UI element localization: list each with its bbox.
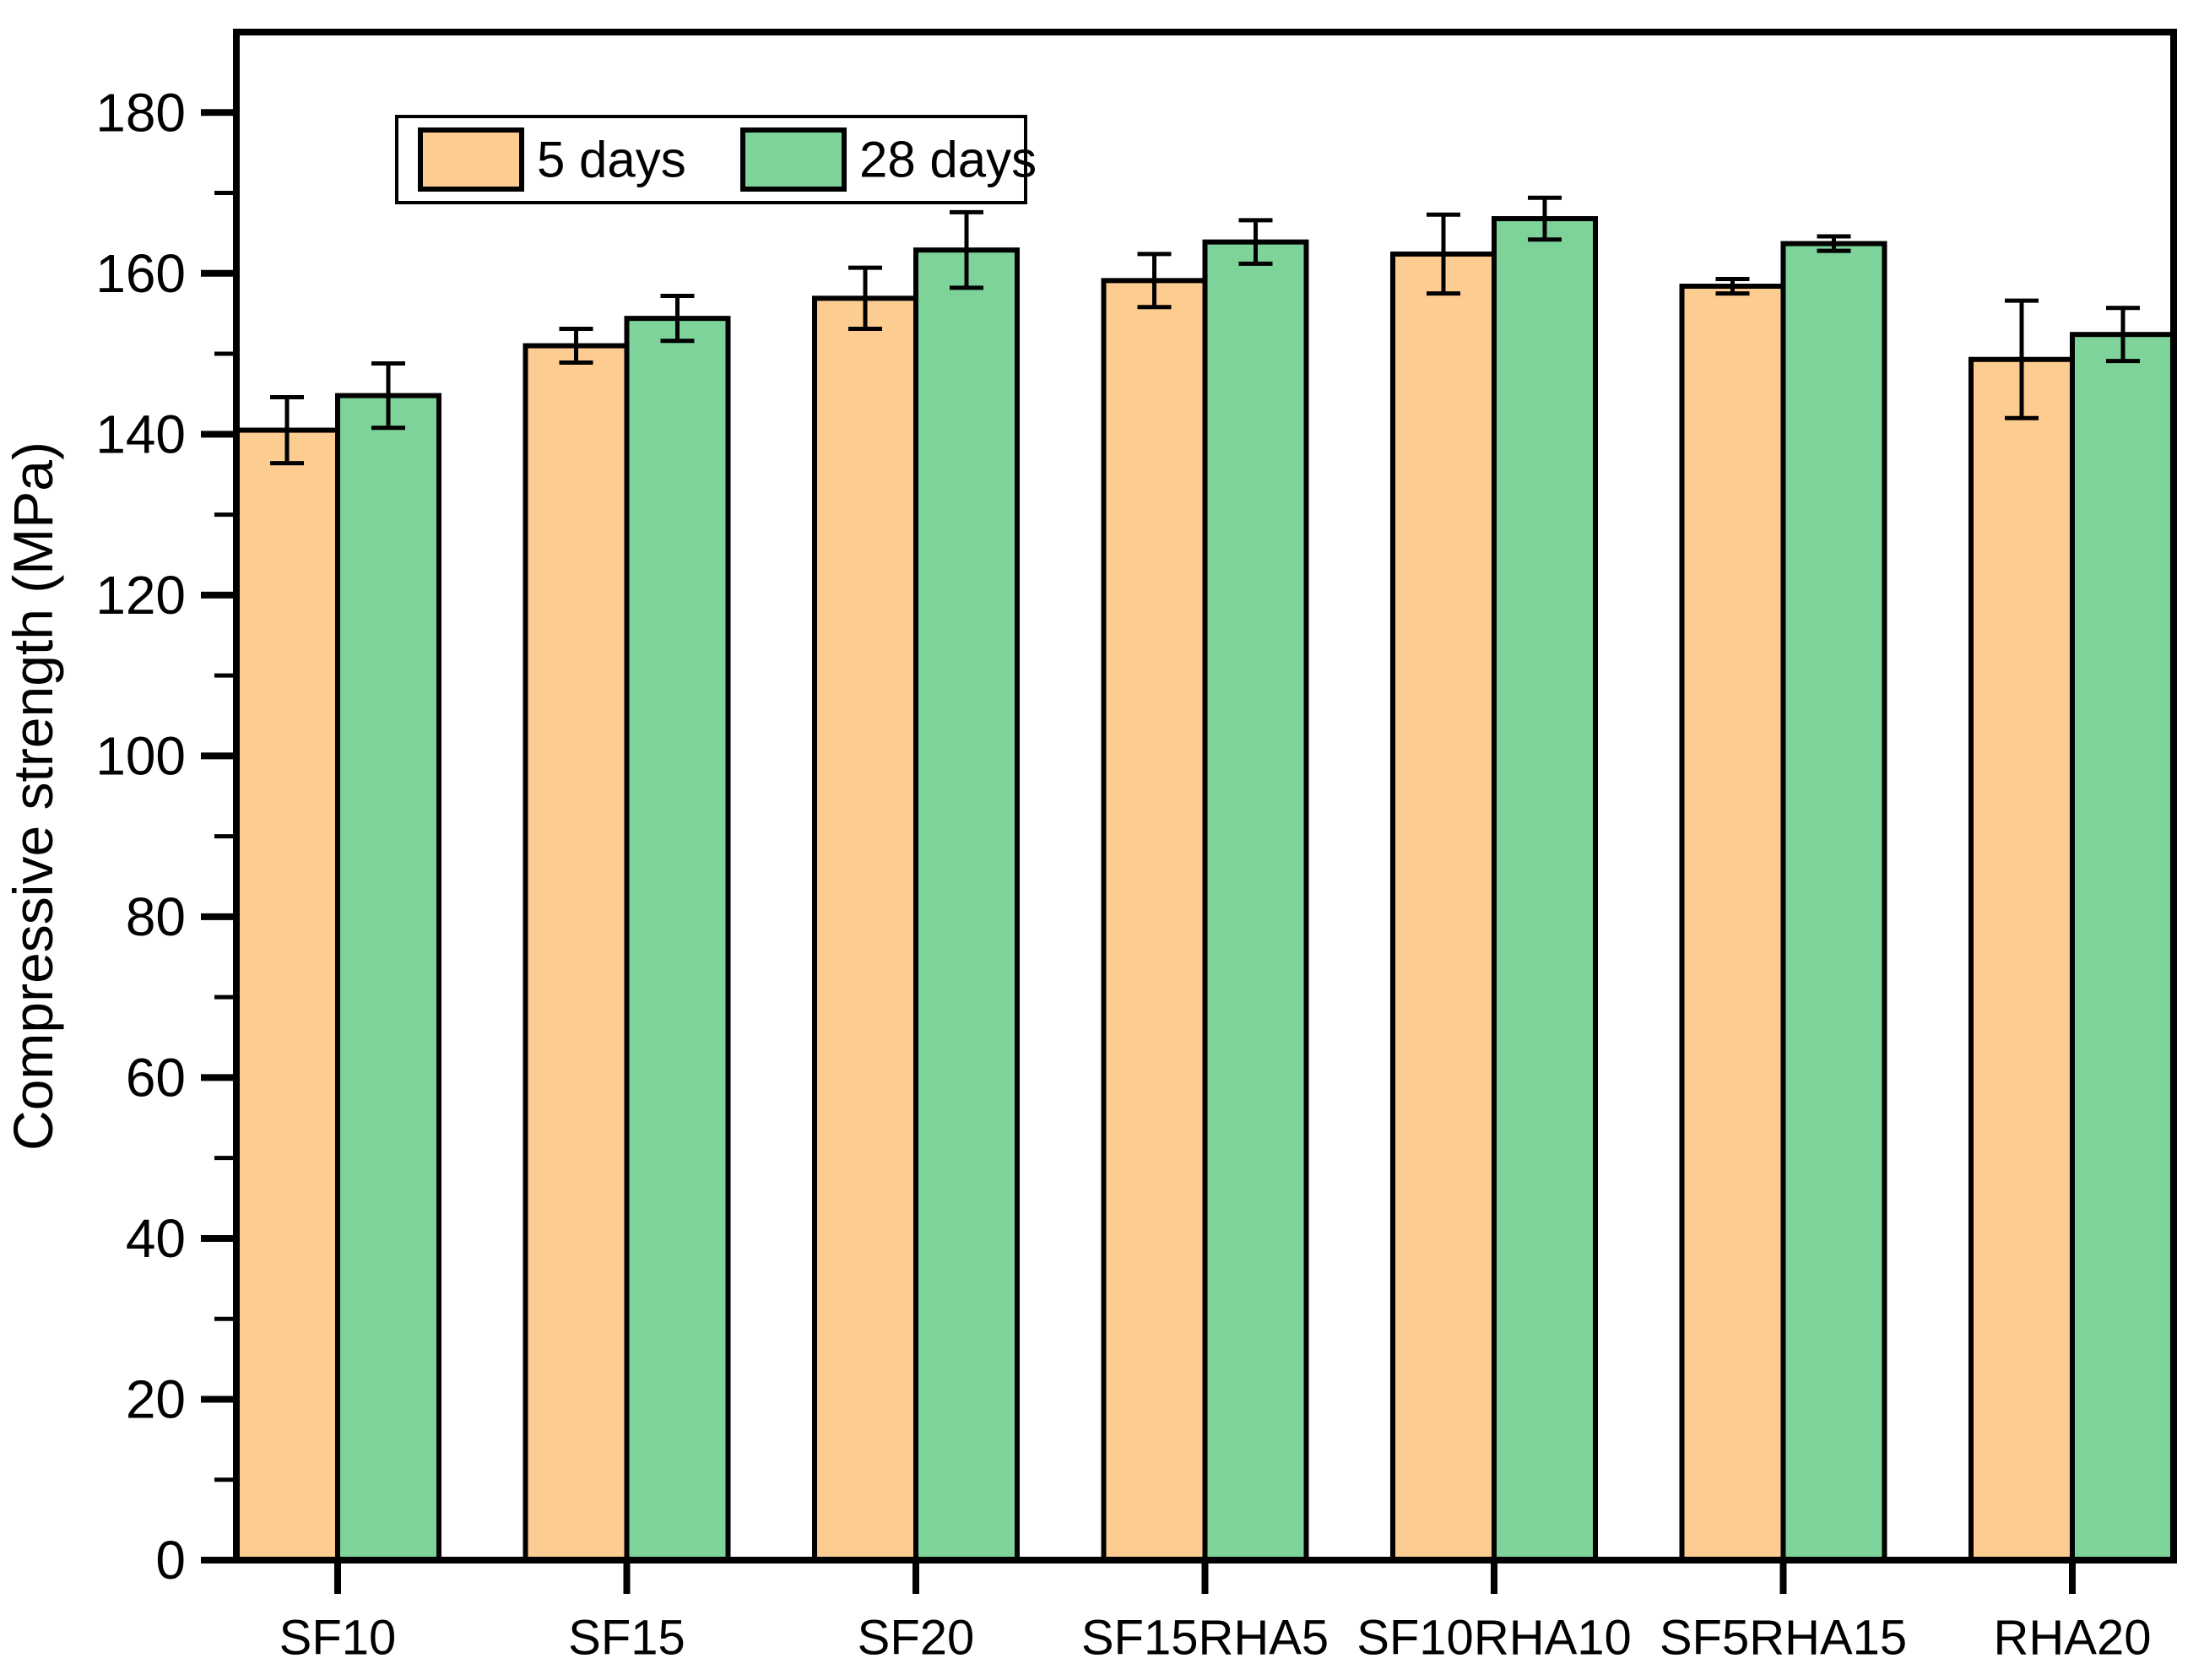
error-bar-sf10-28-days <box>371 360 405 431</box>
error-bar-rha20-5-days <box>2005 298 2039 420</box>
y-tick-label: 140 <box>95 404 186 464</box>
error-bar-sf20-28-days <box>950 209 983 290</box>
error-bar-rha20-28-days <box>2106 306 2140 364</box>
y-tick-label: 180 <box>95 82 186 143</box>
legend-swatch-28-days <box>740 127 847 192</box>
error-bar-sf10rha10-28-days <box>1528 195 1562 242</box>
bar-sf5rha15-5-days <box>1679 284 1786 1563</box>
legend-label-28-days: 28 days <box>859 132 1037 188</box>
error-bar-sf5rha15-28-days <box>1817 234 1851 253</box>
bar-rha20-28-days <box>2070 332 2176 1563</box>
error-bar-sf15rha5-5-days <box>1137 252 1172 310</box>
y-tick-label: 60 <box>126 1047 186 1108</box>
x-tick-label: SF15RHA5 <box>1081 1611 1329 1666</box>
bar-sf10rha10-5-days <box>1390 251 1497 1563</box>
error-bar-sf15-28-days <box>660 293 695 344</box>
legend-label-5-days: 5 days <box>537 132 686 188</box>
bar-sf10-28-days <box>335 393 441 1563</box>
y-tick-label: 160 <box>95 243 186 304</box>
bar-rha20-5-days <box>1968 356 2075 1563</box>
error-bar-sf20-5-days <box>848 265 882 332</box>
x-tick-label: SF10 <box>279 1611 397 1666</box>
error-bar-sf10-5-days <box>270 394 304 466</box>
bar-sf15-28-days <box>624 316 731 1563</box>
error-bar-sf5rha15-5-days <box>1715 276 1750 296</box>
x-tick-label: RHA20 <box>1994 1611 2152 1666</box>
legend: 5 days 28 days <box>395 115 1037 204</box>
y-axis-title: Compressive strength (MPa) <box>2 442 64 1151</box>
bar-sf15-5-days <box>523 343 630 1563</box>
legend-swatch-5-days <box>418 127 524 192</box>
error-bar-sf10rha10-5-days <box>1427 212 1460 296</box>
bar-sf10-5-days <box>234 427 340 1563</box>
y-tick-label: 20 <box>126 1368 186 1429</box>
bar-sf20-5-days <box>812 295 918 1563</box>
y-tick-label: 0 <box>155 1530 186 1591</box>
x-tick-label: SF20 <box>858 1611 975 1666</box>
y-tick-label: 80 <box>126 886 186 947</box>
y-tick-label: 100 <box>95 725 186 786</box>
bar-sf15rha5-5-days <box>1101 278 1208 1563</box>
bar-sf10rha10-28-days <box>1492 216 1598 1563</box>
error-bar-sf15rha5-28-days <box>1238 218 1273 266</box>
bar-sf15rha5-28-days <box>1202 239 1309 1563</box>
error-bar-sf15-5-days <box>559 327 593 366</box>
y-tick-label: 40 <box>126 1208 186 1269</box>
x-tick-label: SF15 <box>568 1611 685 1666</box>
x-tick-label: SF5RHA15 <box>1660 1611 1907 1666</box>
bar-sf5rha15-28-days <box>1780 241 1887 1563</box>
y-tick-label: 120 <box>95 565 186 626</box>
bar-sf20-28-days <box>913 247 1020 1563</box>
x-tick-label: SF10RHA10 <box>1357 1611 1632 1666</box>
